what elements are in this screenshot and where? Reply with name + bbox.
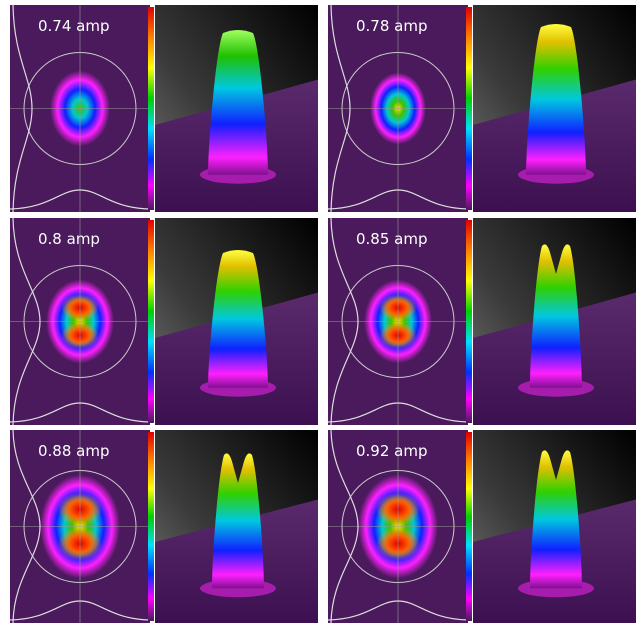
y-profile-curve [12, 429, 41, 624]
color-scale [466, 7, 472, 210]
y-profile-curve [12, 217, 41, 426]
current-label: 0.92 amp [356, 442, 428, 460]
x-profile-curve [9, 189, 151, 210]
color-scale [466, 220, 472, 423]
panel: 0.8 amp [9, 217, 318, 426]
intensity-peak [208, 250, 268, 388]
x-profile-curve [327, 402, 469, 423]
x-profile-curve [327, 189, 469, 210]
current-label: 0.8 amp [38, 230, 100, 248]
y-profile-curve [330, 429, 359, 624]
panel: 0.92 amp [327, 429, 636, 624]
color-scale [148, 432, 154, 621]
current-label: 0.88 amp [38, 442, 110, 460]
panel: 0.85 amp [327, 217, 636, 426]
x-profile-curve [9, 402, 151, 423]
intensity-peak [212, 453, 264, 589]
x-profile-curve [327, 600, 469, 621]
current-label: 0.85 amp [356, 230, 428, 248]
panel: 0.78 amp [327, 4, 636, 213]
color-scale [466, 432, 472, 621]
y-profile-curve [330, 217, 359, 426]
intensity-peak [526, 24, 586, 175]
y-profile-curve [12, 4, 33, 213]
y-profile-curve [330, 4, 351, 213]
intensity-peak [530, 450, 582, 589]
color-scale [148, 220, 154, 423]
current-label: 0.74 amp [38, 17, 110, 35]
x-profile-curve [9, 600, 151, 621]
panel: 0.74 amp [9, 4, 318, 213]
panel: 0.88 amp [9, 429, 318, 624]
current-label: 0.78 amp [356, 17, 428, 35]
color-scale [148, 7, 154, 210]
intensity-peak [208, 30, 268, 175]
intensity-peak [530, 244, 582, 388]
